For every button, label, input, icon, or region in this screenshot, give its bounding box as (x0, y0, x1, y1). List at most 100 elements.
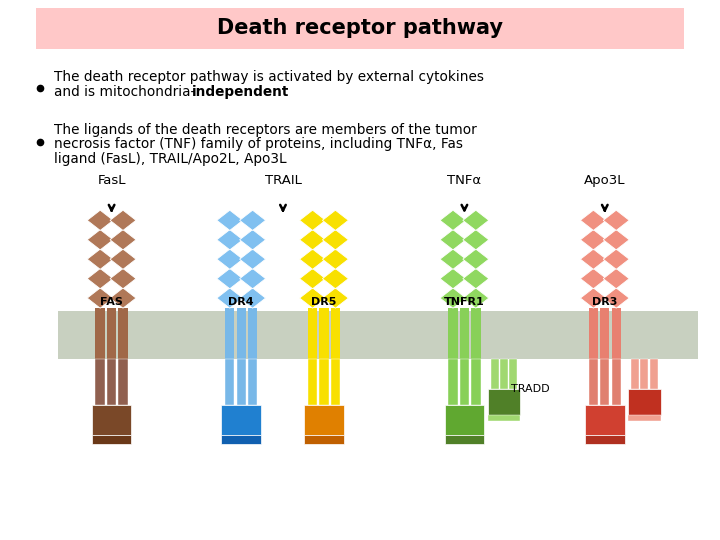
Bar (95, 308, 105, 310)
Text: FAS: FAS (100, 296, 123, 307)
Bar (628, 389, 661, 415)
Bar (460, 310, 469, 359)
Polygon shape (463, 268, 489, 289)
Bar (58, 310, 698, 359)
Bar (225, 310, 235, 359)
Bar (248, 359, 258, 405)
Polygon shape (240, 288, 266, 308)
Bar (320, 359, 328, 405)
Bar (600, 308, 609, 310)
Text: Death receptor pathway: Death receptor pathway (217, 18, 503, 38)
Polygon shape (603, 249, 629, 269)
Polygon shape (87, 210, 113, 231)
Bar (585, 435, 625, 444)
Bar (510, 359, 518, 389)
Polygon shape (110, 268, 136, 289)
Bar (308, 359, 318, 405)
Bar (330, 308, 340, 310)
Bar (236, 310, 246, 359)
Bar (612, 359, 621, 405)
Bar (585, 405, 625, 435)
Text: Apo3L: Apo3L (584, 174, 626, 187)
Bar (445, 405, 485, 435)
Polygon shape (300, 268, 325, 289)
Text: The ligands of the death receptors are members of the tumor: The ligands of the death receptors are m… (54, 123, 477, 137)
Polygon shape (440, 288, 466, 308)
Text: DR3: DR3 (592, 296, 618, 307)
Bar (500, 359, 508, 389)
Polygon shape (463, 210, 489, 231)
Polygon shape (87, 230, 113, 250)
Polygon shape (110, 288, 136, 308)
Polygon shape (300, 230, 325, 250)
Bar (225, 359, 235, 405)
Polygon shape (603, 288, 629, 308)
Bar (236, 308, 246, 310)
Bar (92, 405, 131, 435)
Bar (119, 359, 128, 405)
Polygon shape (463, 230, 489, 250)
Polygon shape (217, 268, 243, 289)
Bar (330, 359, 340, 405)
Bar (589, 308, 598, 310)
Bar (225, 308, 235, 310)
Bar (488, 389, 521, 415)
Polygon shape (110, 230, 136, 250)
Bar (222, 435, 261, 444)
Bar (36, 8, 684, 49)
Polygon shape (603, 210, 629, 231)
Bar (491, 359, 499, 389)
Polygon shape (217, 210, 243, 231)
Polygon shape (240, 268, 266, 289)
Text: TRADD: TRADD (511, 384, 550, 394)
Bar (320, 310, 328, 359)
Bar (222, 405, 261, 435)
Text: DR4: DR4 (228, 296, 254, 307)
Bar (107, 308, 117, 310)
Bar (631, 359, 639, 389)
Bar (448, 308, 458, 310)
Bar (248, 308, 258, 310)
Polygon shape (217, 230, 243, 250)
Bar (445, 435, 485, 444)
Bar (448, 310, 458, 359)
Bar (600, 310, 609, 359)
Polygon shape (240, 249, 266, 269)
Bar (119, 308, 128, 310)
Polygon shape (323, 210, 348, 231)
Bar (304, 405, 344, 435)
Bar (308, 310, 318, 359)
Bar (236, 359, 246, 405)
Bar (650, 359, 658, 389)
Polygon shape (440, 249, 466, 269)
Bar (460, 359, 469, 405)
Polygon shape (580, 288, 606, 308)
Text: TNFα: TNFα (447, 174, 482, 187)
Bar (460, 308, 469, 310)
Polygon shape (87, 268, 113, 289)
Bar (472, 310, 481, 359)
Bar (472, 308, 481, 310)
Bar (589, 310, 598, 359)
Text: necrosis factor (TNF) family of proteins, including TNFα, Fas: necrosis factor (TNF) family of proteins… (54, 137, 463, 151)
Bar (488, 415, 521, 421)
Polygon shape (580, 249, 606, 269)
Bar (320, 308, 328, 310)
Polygon shape (323, 230, 348, 250)
Polygon shape (580, 210, 606, 231)
Polygon shape (603, 230, 629, 250)
Bar (107, 359, 117, 405)
Polygon shape (463, 288, 489, 308)
Bar (448, 359, 458, 405)
Bar (308, 308, 318, 310)
Text: TRAIL: TRAIL (264, 174, 302, 187)
Text: independent: independent (192, 85, 289, 99)
Polygon shape (300, 288, 325, 308)
Text: ligand (FasL), TRAIL/Apo2L, Apo3L: ligand (FasL), TRAIL/Apo2L, Apo3L (54, 152, 287, 166)
Text: TNFR1: TNFR1 (444, 296, 485, 307)
Bar (472, 359, 481, 405)
Polygon shape (217, 249, 243, 269)
Bar (107, 310, 117, 359)
Bar (248, 310, 258, 359)
Text: DR5: DR5 (311, 296, 337, 307)
